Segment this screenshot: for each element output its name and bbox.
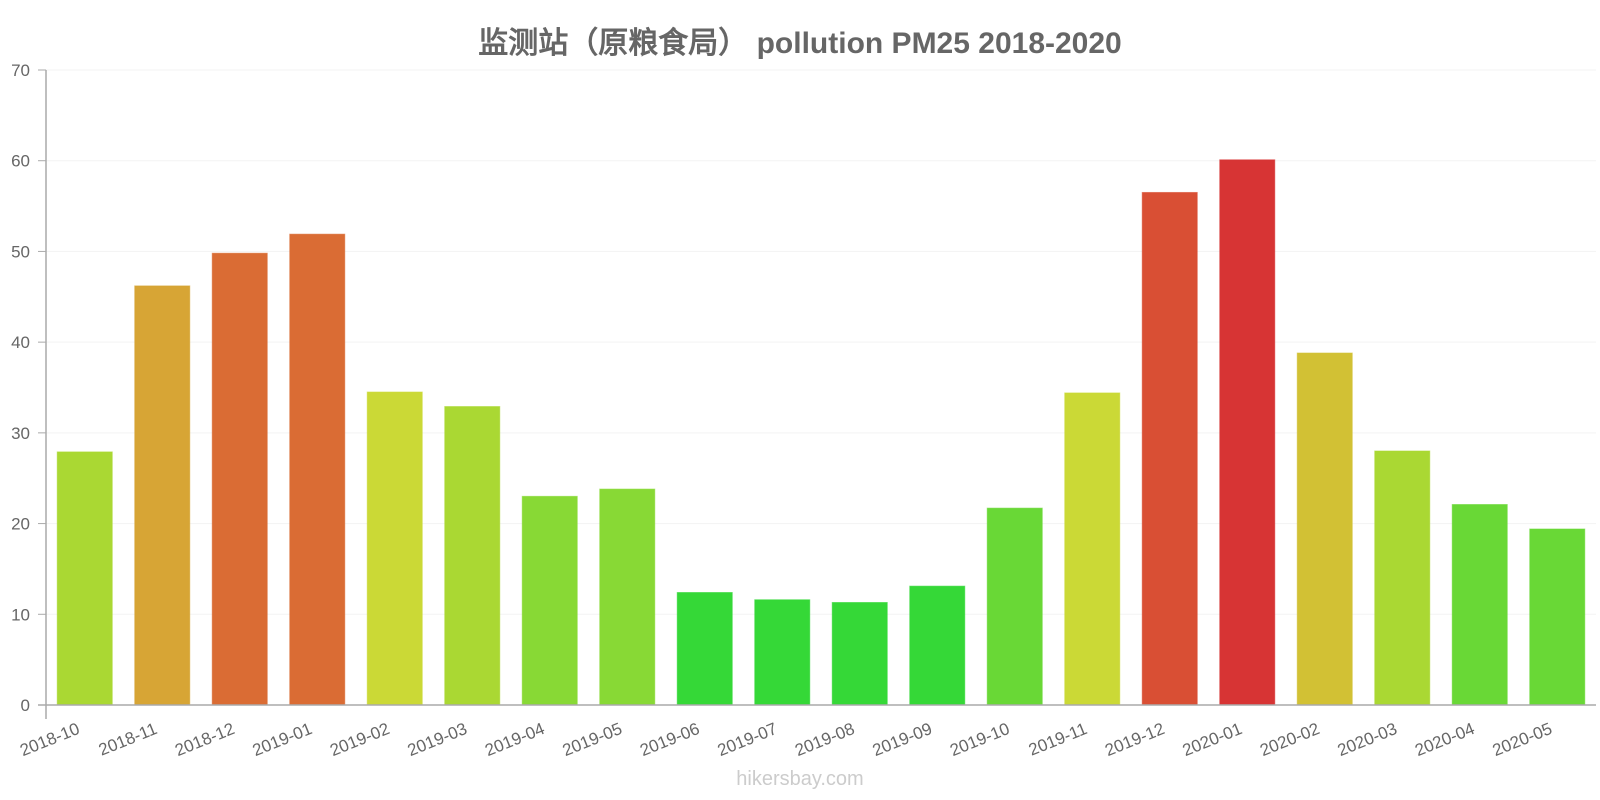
bar-2020-03[interactable] <box>1374 450 1431 706</box>
bar-2020-01[interactable] <box>1219 159 1276 706</box>
x-tick-label: 2019-03 <box>405 719 470 760</box>
y-tick-label: 0 <box>21 696 30 715</box>
bar-2019-11[interactable] <box>1064 392 1121 706</box>
chart-title: 监测站（原粮食局） pollution PM25 2018-2020 <box>478 27 1122 60</box>
bar-2019-02[interactable] <box>366 391 423 706</box>
y-tick-label: 60 <box>11 152 30 171</box>
y-tick-label: 50 <box>11 242 30 261</box>
x-tick-label: 2019-08 <box>792 719 857 760</box>
bar-2019-04[interactable] <box>521 495 578 706</box>
bar-2019-08[interactable] <box>831 601 888 706</box>
y-tick-label: 20 <box>11 515 30 534</box>
x-tick-label: 2019-09 <box>870 719 935 760</box>
bar-2020-05[interactable] <box>1529 528 1586 706</box>
x-tick-label: 2020-04 <box>1412 719 1477 760</box>
x-tick-label: 2018-12 <box>172 719 237 760</box>
bar-2018-10[interactable] <box>56 451 113 706</box>
x-tick-label: 2019-11 <box>1026 719 1090 760</box>
x-tick-label: 2019-04 <box>482 719 547 760</box>
x-tick-label: 2019-10 <box>947 719 1012 760</box>
bar-2019-03[interactable] <box>444 406 501 706</box>
x-tick-label: 2020-03 <box>1335 719 1400 760</box>
bar-2019-05[interactable] <box>599 488 656 706</box>
y-tick-label: 30 <box>11 424 30 443</box>
bar-2018-11[interactable] <box>134 285 191 706</box>
bar-2019-10[interactable] <box>986 507 1043 706</box>
watermark: hikersbay.com <box>736 768 864 790</box>
x-tick-label: 2019-07 <box>715 719 780 760</box>
x-tick-label: 2019-02 <box>327 719 392 760</box>
bar-2020-04[interactable] <box>1451 504 1508 706</box>
bar-2020-02[interactable] <box>1296 352 1353 706</box>
bar-2019-09[interactable] <box>909 585 966 706</box>
y-tick-label: 10 <box>11 605 30 624</box>
bar-2019-07[interactable] <box>754 599 811 706</box>
x-tick-label: 2020-05 <box>1490 719 1555 760</box>
x-tick-label: 2019-01 <box>250 719 315 760</box>
y-tick-label: 40 <box>11 333 30 352</box>
bar-2019-01[interactable] <box>289 233 346 706</box>
x-tick-label: 2020-02 <box>1257 719 1322 760</box>
x-tick-label: 2018-10 <box>17 719 82 760</box>
y-tick-label: 70 <box>11 61 30 80</box>
x-tick-label: 2020-01 <box>1180 719 1245 760</box>
bar-2018-12[interactable] <box>211 252 268 706</box>
bar-2019-06[interactable] <box>676 592 733 706</box>
x-tick-label: 2019-12 <box>1102 719 1167 760</box>
bar-2019-12[interactable] <box>1141 191 1198 706</box>
x-tick-label: 2018-11 <box>96 719 160 760</box>
x-tick-label: 2019-05 <box>560 719 625 760</box>
x-tick-label: 2019-06 <box>637 719 702 760</box>
